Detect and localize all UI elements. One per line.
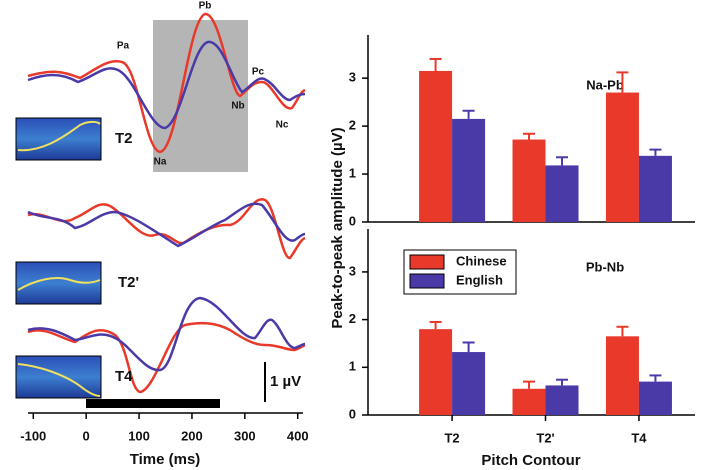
x-tick-label: T2' bbox=[536, 430, 554, 445]
legend-label: Chinese bbox=[456, 253, 507, 268]
bar bbox=[606, 93, 639, 222]
annotation: T2' bbox=[118, 274, 139, 291]
bar bbox=[513, 140, 546, 222]
y-tick-label: 2 bbox=[349, 311, 356, 326]
figure: -1000100200300400Time (ms)PaPbNaNbPcNcT2… bbox=[0, 0, 701, 470]
x-tick-label: T4 bbox=[631, 430, 647, 445]
y-tick-label: 3 bbox=[349, 70, 356, 85]
annotation: T2 bbox=[115, 130, 133, 147]
bar bbox=[419, 71, 452, 222]
x-tick-label: -100 bbox=[20, 428, 46, 443]
x-tick-label: 0 bbox=[83, 428, 90, 443]
y-axis-label: Peak-to-peak amplitude (µV) bbox=[329, 127, 346, 328]
legend-swatch bbox=[410, 255, 444, 269]
bar bbox=[546, 385, 579, 415]
y-tick-label: 3 bbox=[349, 263, 356, 278]
bar bbox=[606, 336, 639, 415]
x-tick-label: 200 bbox=[181, 428, 203, 443]
bar bbox=[452, 119, 485, 222]
bar bbox=[546, 165, 579, 222]
bar bbox=[419, 329, 452, 415]
annotation: Pa bbox=[117, 41, 130, 52]
annotation: Pb bbox=[199, 1, 212, 12]
x-tick-label: T2 bbox=[444, 430, 459, 445]
x-axis-label: Pitch Contour bbox=[481, 452, 580, 469]
legend-label: English bbox=[456, 272, 503, 287]
analysis-window bbox=[153, 20, 248, 172]
y-tick-label: 1 bbox=[349, 165, 356, 180]
panel-title: Na-Pb bbox=[586, 77, 624, 92]
bar bbox=[639, 156, 672, 222]
annotation: Pc bbox=[252, 67, 265, 78]
x-axis-label: Time (ms) bbox=[130, 451, 201, 468]
x-tick-label: 300 bbox=[234, 428, 256, 443]
bar bbox=[639, 382, 672, 415]
stimulus-bar bbox=[86, 399, 220, 408]
annotation: 1 µV bbox=[270, 373, 301, 390]
x-tick-label: 100 bbox=[128, 428, 150, 443]
y-tick-label: 0 bbox=[349, 213, 356, 228]
y-tick-label: 0 bbox=[349, 406, 356, 421]
bar bbox=[513, 389, 546, 415]
annotation: Nc bbox=[276, 120, 289, 131]
y-tick-label: 2 bbox=[349, 118, 356, 133]
annotation: T4 bbox=[115, 368, 133, 385]
bar bbox=[452, 352, 485, 415]
y-tick-label: 1 bbox=[349, 359, 356, 374]
x-tick-label: 400 bbox=[287, 428, 309, 443]
legend-swatch bbox=[410, 274, 444, 288]
annotation: Nb bbox=[231, 101, 244, 112]
annotation: Na bbox=[154, 157, 167, 168]
panel-title: Pb-Nb bbox=[586, 259, 624, 274]
